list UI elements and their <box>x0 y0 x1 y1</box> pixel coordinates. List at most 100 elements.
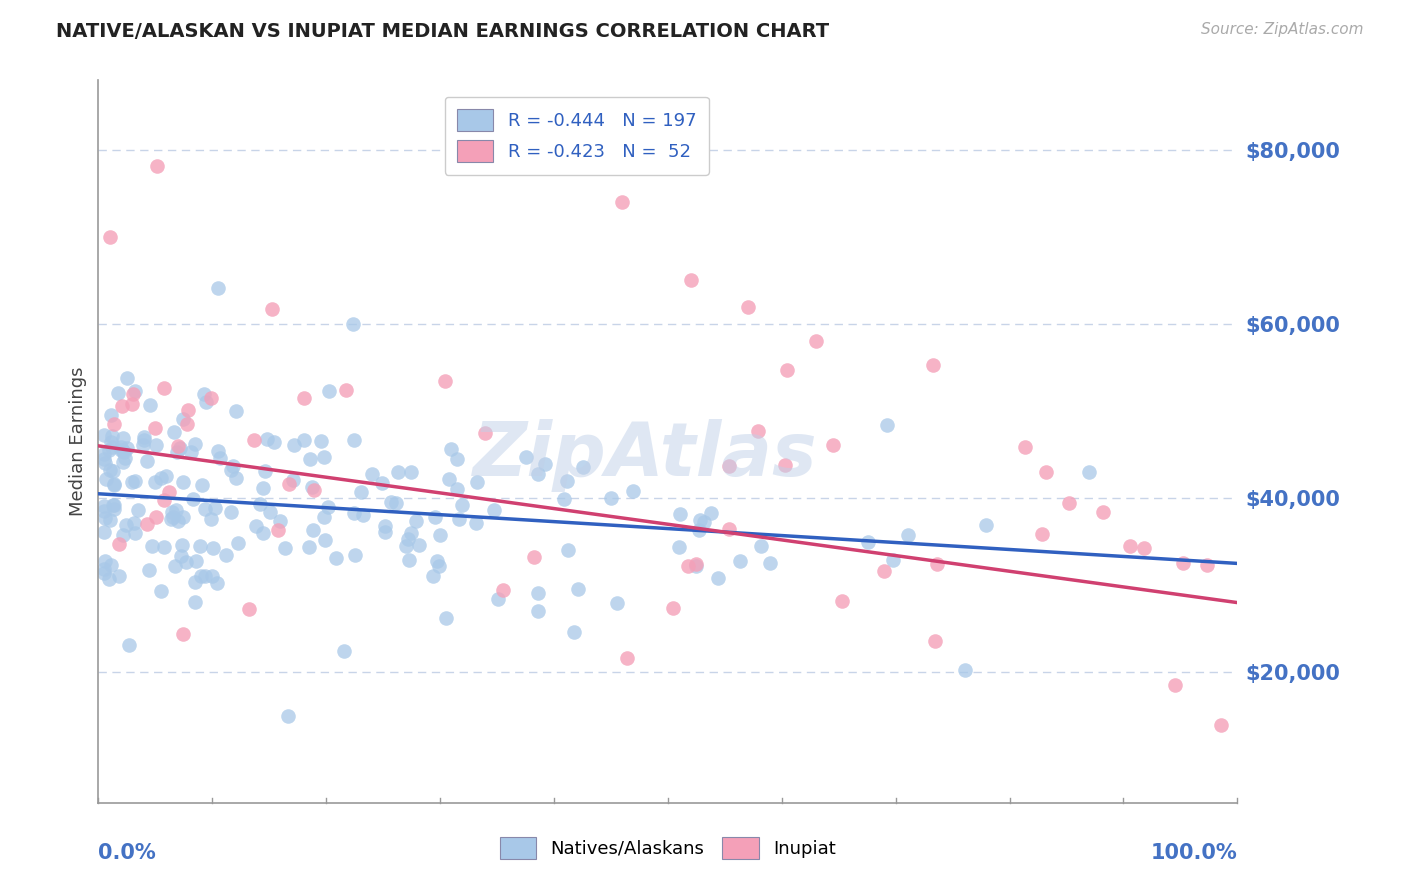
Point <box>342 506 364 520</box>
Point <box>243 434 266 448</box>
Text: NATIVE/ALASKAN VS INUPIAT MEDIAN EARNINGS CORRELATION CHART: NATIVE/ALASKAN VS INUPIAT MEDIAN EARNING… <box>56 22 830 41</box>
Point <box>149 471 172 485</box>
Point <box>100 429 122 443</box>
Point <box>172 510 194 524</box>
Point <box>553 491 575 506</box>
Point <box>157 484 180 499</box>
Point <box>277 708 299 723</box>
Point <box>342 317 364 331</box>
Point <box>333 644 356 658</box>
Point <box>1195 558 1218 572</box>
Point <box>374 519 396 533</box>
Point <box>176 417 198 432</box>
Point <box>115 441 138 455</box>
Point <box>465 475 488 489</box>
Point <box>955 664 977 678</box>
Point <box>924 634 946 648</box>
Point <box>98 572 121 586</box>
Point <box>169 441 191 455</box>
Point <box>121 386 143 401</box>
Point <box>451 498 474 512</box>
Point <box>160 505 183 519</box>
Point <box>107 385 129 400</box>
Point <box>474 426 496 441</box>
Point <box>292 433 315 447</box>
Point <box>433 374 456 388</box>
Point <box>111 399 134 413</box>
Point <box>172 412 194 426</box>
Point <box>165 558 187 573</box>
Point <box>557 543 579 558</box>
Text: 0.0%: 0.0% <box>98 843 156 863</box>
Point <box>93 428 115 442</box>
Point <box>145 421 167 435</box>
Point <box>118 638 141 652</box>
Point <box>1133 541 1156 556</box>
Point <box>103 464 125 478</box>
Point <box>112 443 135 458</box>
Point <box>679 273 702 287</box>
Point <box>804 334 827 349</box>
Legend: Natives/Alaskans, Inupiat: Natives/Alaskans, Inupiat <box>492 830 844 866</box>
Point <box>139 398 162 412</box>
Point <box>685 558 707 573</box>
Point <box>728 554 751 568</box>
Point <box>263 434 285 449</box>
Point <box>226 536 249 550</box>
Point <box>399 465 422 479</box>
Point <box>100 435 122 450</box>
Point <box>401 526 423 541</box>
Point <box>612 195 634 210</box>
Point <box>562 625 585 640</box>
Point <box>1031 526 1053 541</box>
Point <box>111 528 134 542</box>
Point <box>166 514 188 528</box>
Point <box>1119 539 1142 553</box>
Point <box>121 475 143 489</box>
Point <box>281 473 304 487</box>
Point <box>737 300 759 314</box>
Point <box>449 512 471 526</box>
Point <box>318 384 340 399</box>
Point <box>858 535 880 549</box>
Point <box>422 569 444 583</box>
Point <box>132 438 155 452</box>
Point <box>534 457 557 471</box>
Point <box>776 363 799 377</box>
Point <box>373 525 395 540</box>
Point <box>249 498 271 512</box>
Point <box>274 541 297 556</box>
Point <box>170 538 193 552</box>
Point <box>200 512 222 526</box>
Point <box>209 451 232 466</box>
Point <box>523 550 546 565</box>
Point <box>527 586 550 600</box>
Point <box>1163 677 1185 691</box>
Point <box>143 475 166 489</box>
Point <box>103 477 125 491</box>
Point <box>252 525 274 540</box>
Point <box>107 537 129 551</box>
Point <box>371 476 394 491</box>
Point <box>749 539 772 553</box>
Point <box>165 503 187 517</box>
Point <box>114 451 136 466</box>
Text: Source: ZipAtlas.com: Source: ZipAtlas.com <box>1201 22 1364 37</box>
Point <box>207 281 229 295</box>
Point <box>184 554 207 568</box>
Point <box>384 496 406 510</box>
Point <box>1035 466 1057 480</box>
Point <box>103 478 125 492</box>
Point <box>527 604 550 618</box>
Point <box>160 512 183 526</box>
Point <box>153 493 176 508</box>
Point <box>427 559 450 574</box>
Point <box>405 514 427 528</box>
Point <box>188 539 211 553</box>
Point <box>136 454 159 468</box>
Point <box>94 473 117 487</box>
Point <box>238 602 260 616</box>
Text: ZipAtlas: ZipAtlas <box>472 419 817 492</box>
Point <box>387 465 409 479</box>
Point <box>94 511 117 525</box>
